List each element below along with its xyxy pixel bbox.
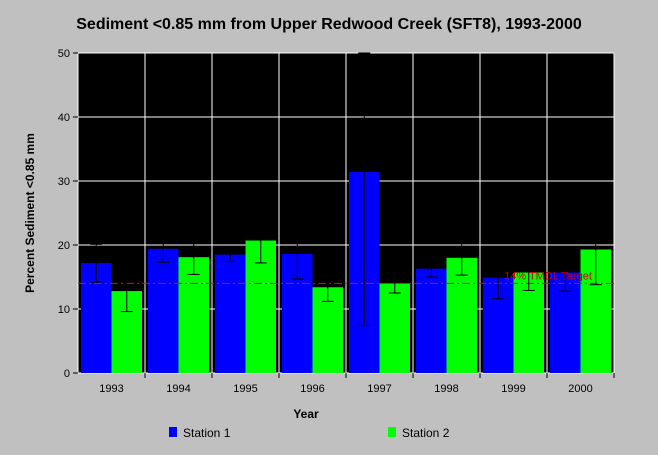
bar-station-2 <box>178 257 209 373</box>
legend-label: Station 2 <box>402 426 450 440</box>
error-bar <box>425 259 438 278</box>
bar-station-2 <box>446 257 477 373</box>
error-bar <box>522 254 535 291</box>
error-bar <box>120 270 133 313</box>
legend-label: Station 1 <box>183 426 231 440</box>
legend: Station 1 Station 2 <box>169 426 450 440</box>
x-tick-label: 1997 <box>367 383 391 395</box>
x-tick-labels: 1993 1994 1995 1996 1997 1998 1999 2000 <box>99 373 615 395</box>
x-tick-label: 1996 <box>300 383 324 395</box>
y-tick-label: 40 <box>58 112 70 124</box>
x-tick-label: 1999 <box>501 383 525 395</box>
chart-title: Sediment <0.85 mm from Upper Redwood Cre… <box>76 16 582 33</box>
bar-station-1 <box>215 254 246 373</box>
x-axis-title: Year <box>293 407 319 421</box>
y-tick-label: 30 <box>58 176 70 188</box>
error-bar <box>559 253 572 292</box>
error-bar <box>90 243 103 283</box>
y-tick-label: 0 <box>64 368 70 380</box>
y-tick-label: 20 <box>58 240 70 252</box>
error-bar <box>321 272 334 302</box>
x-tick-label: 1993 <box>99 383 123 395</box>
error-bar <box>589 215 602 286</box>
y-tick-label: 10 <box>58 304 70 316</box>
y-tick-labels: 0 10 20 30 40 50 <box>58 48 78 380</box>
error-bars-layer <box>90 52 602 327</box>
x-tick-label: 1995 <box>233 383 257 395</box>
bar-station-1 <box>416 268 447 373</box>
error-bar <box>455 239 468 276</box>
x-tick-label: 1998 <box>434 383 458 395</box>
error-bar <box>492 256 505 300</box>
error-bar <box>254 218 267 264</box>
error-bar <box>388 273 401 294</box>
error-bar <box>187 239 200 275</box>
legend-swatch-station-2 <box>388 427 396 437</box>
error-bar <box>358 52 371 327</box>
y-axis-title: Percent Sediment <0.85 mm <box>23 133 37 293</box>
error-bar <box>224 247 237 263</box>
bars-layer <box>81 172 611 373</box>
x-tick-label: 2000 <box>568 383 592 395</box>
y-tick-label: 50 <box>58 48 70 60</box>
bar-station-2 <box>379 283 410 373</box>
x-tick-label: 1994 <box>166 383 190 395</box>
legend-swatch-station-1 <box>169 427 177 437</box>
grid-layer <box>77 52 615 374</box>
error-bar <box>157 234 170 263</box>
reference-line-label: 14% TMDL Target <box>504 270 592 282</box>
bar-station-1 <box>148 248 179 373</box>
reference-layer: 14% TMDL Target <box>78 270 614 284</box>
error-bar <box>291 228 304 280</box>
